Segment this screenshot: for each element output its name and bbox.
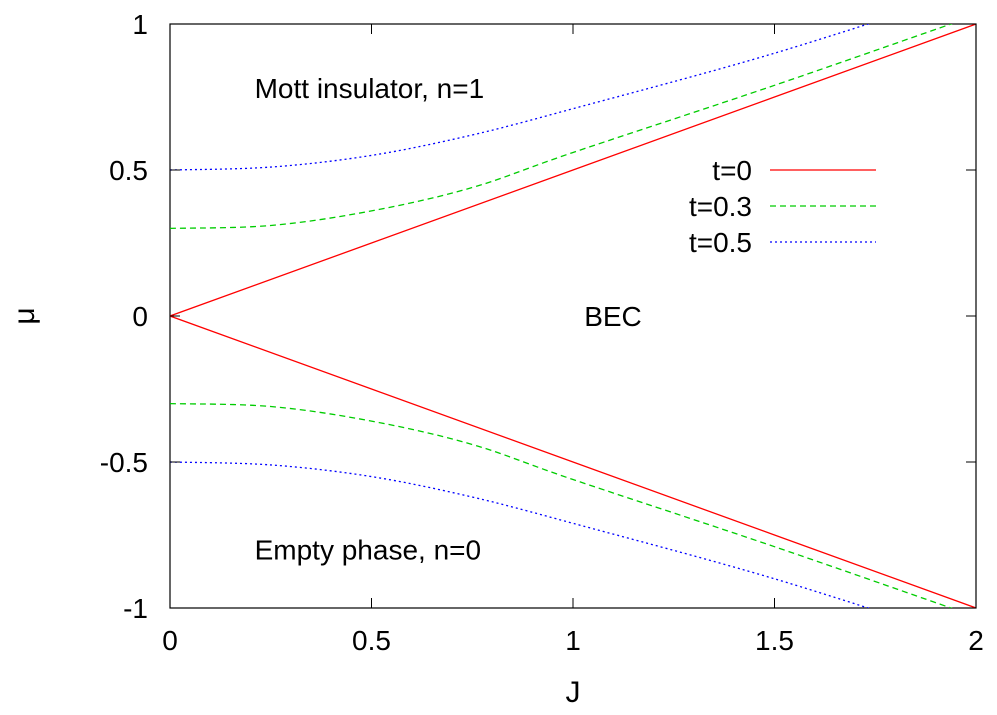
plot-frame — [169, 23, 977, 609]
x-tick-label: 2 — [968, 625, 984, 656]
series-line-lower — [170, 315, 976, 608]
y-tick-label: -1 — [123, 593, 148, 624]
x-axis-label: J — [566, 676, 581, 709]
region-label: BEC — [584, 301, 642, 332]
y-tick-label: 0 — [132, 301, 148, 332]
series-line-upper — [170, 24, 871, 171]
x-tick-label: 1 — [565, 625, 581, 656]
series-line-upper — [170, 24, 953, 230]
x-tick-label: 0.5 — [352, 625, 391, 656]
y-axis-label: μ — [8, 307, 41, 324]
legend-label: t=0.5 — [689, 227, 752, 258]
region-label: Mott insulator, n=1 — [255, 73, 485, 104]
x-tick-label: 1.5 — [755, 625, 794, 656]
series-line-lower — [170, 461, 871, 608]
legend-label: t=0.3 — [689, 191, 752, 222]
y-tick-label: 1 — [132, 9, 148, 40]
legend-label: t=0 — [712, 155, 752, 186]
region-label: Empty phase, n=0 — [255, 535, 481, 566]
y-tick-label: 0.5 — [109, 155, 148, 186]
series-line-upper — [170, 24, 976, 317]
series-line-lower — [170, 402, 953, 608]
y-tick-label: -0.5 — [100, 447, 148, 478]
x-tick-label: 0 — [162, 625, 178, 656]
